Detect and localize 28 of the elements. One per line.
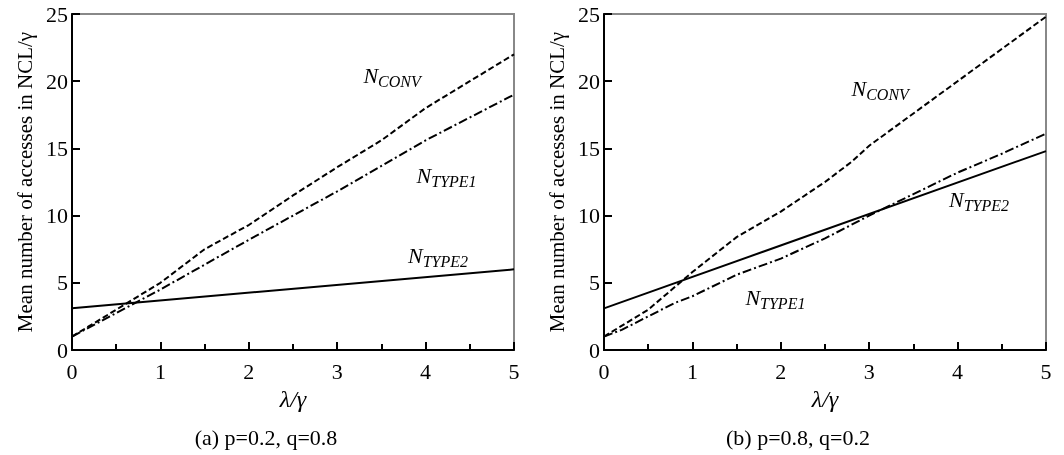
x-tick-label: 4 xyxy=(952,358,964,384)
x-axis-title: λ/γ xyxy=(810,385,839,412)
y-axis-title: Mean number of accesses in NCL/γ xyxy=(12,31,37,333)
x-tick-label: 1 xyxy=(154,358,166,384)
x-tick-label: 5 xyxy=(1040,358,1052,384)
text: (b) p=0.8, q=0.2 xyxy=(726,424,870,450)
y-tick-label: 0 xyxy=(589,337,600,363)
y-tick-label: 0 xyxy=(57,337,68,363)
y-tick-label: 20 xyxy=(578,68,600,94)
text: (a) p=0.2, q=0.8 xyxy=(194,424,338,450)
x-tick-label: 1 xyxy=(686,358,698,384)
x-tick-label: 5 xyxy=(508,358,520,384)
y-tick-label: 15 xyxy=(46,135,68,161)
y-tick-label: 10 xyxy=(578,203,600,229)
y-axis-title: Mean number of accesses in NCL/γ xyxy=(544,31,569,333)
x-tick-label: 3 xyxy=(863,358,875,384)
x-tick-label: 2 xyxy=(243,358,255,384)
x-tick-label: 2 xyxy=(775,358,787,384)
y-tick-label: 5 xyxy=(589,270,600,296)
y-tick-label: 10 xyxy=(46,203,68,229)
y-tick-label: 25 xyxy=(578,1,600,27)
x-axis-title: λ/γ xyxy=(278,385,307,412)
y-tick-label: 25 xyxy=(46,1,68,27)
y-tick-label: 5 xyxy=(57,270,68,296)
x-tick-label: 3 xyxy=(331,358,343,384)
y-tick-label: 20 xyxy=(46,68,68,94)
x-tick-label: 4 xyxy=(420,358,432,384)
y-tick-label: 15 xyxy=(578,135,600,161)
